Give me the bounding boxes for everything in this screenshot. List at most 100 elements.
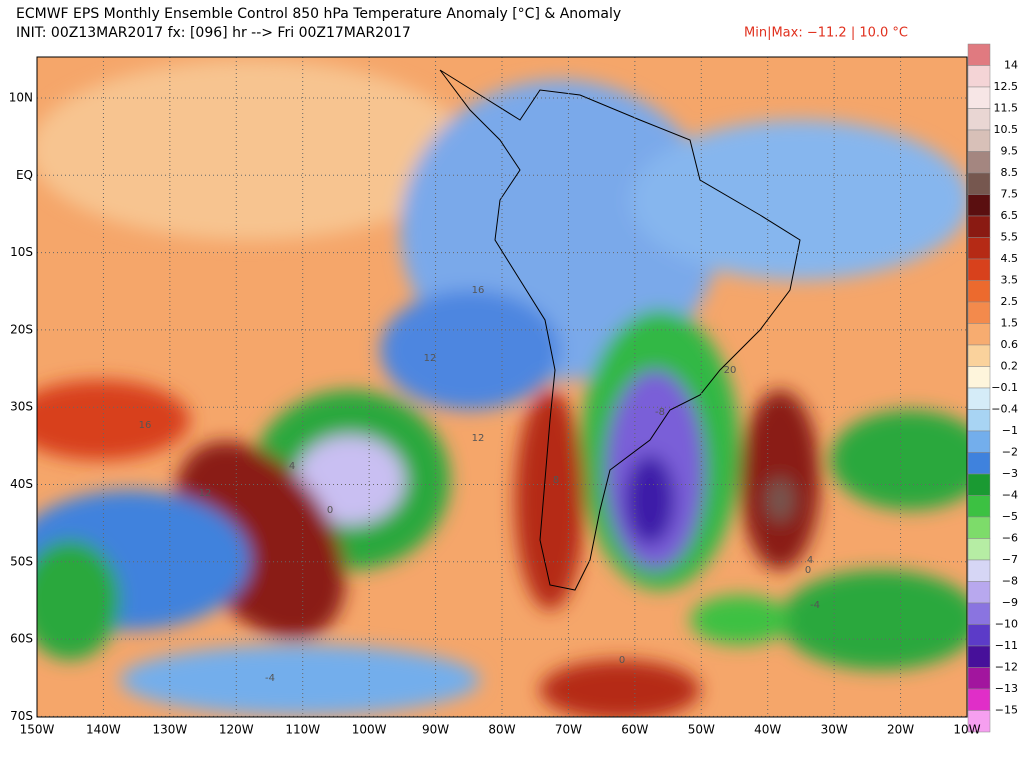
contour-label: 16 — [472, 285, 485, 296]
colorbar-swatch — [967, 215, 991, 238]
lon-label: 100W — [352, 723, 387, 737]
lon-label: 30W — [821, 723, 848, 737]
colorbar-swatch — [967, 473, 991, 496]
contour-label: 4 — [289, 461, 295, 472]
coastline — [439, 69, 801, 591]
contour-label: -4 — [265, 673, 275, 684]
colorbar-label: −9 — [1002, 596, 1018, 609]
colorbar-swatch — [967, 624, 991, 647]
colorbar-swatch — [967, 151, 991, 174]
colorbar-swatch — [967, 581, 991, 604]
colorbar-label: 5.5 — [1001, 231, 1019, 244]
contour-label: 20 — [724, 365, 737, 376]
graticule — [37, 57, 967, 717]
lat-label: 50S — [10, 554, 33, 568]
colorbar-label: 6.5 — [1001, 209, 1019, 222]
contour-label: -8 — [655, 407, 665, 418]
colorbar-label: 14 — [1004, 59, 1018, 72]
lon-label: 150W — [20, 723, 55, 737]
contour-label: 12 — [424, 353, 437, 364]
min-max: Min|Max: −11.2 | 10.0 °C — [744, 26, 908, 41]
colorbar-swatch — [967, 258, 991, 281]
colorbar-label: 1.5 — [1001, 317, 1019, 330]
colorbar-label: 0.6 — [1001, 338, 1019, 351]
colorbar-swatch — [967, 194, 991, 217]
colorbar-label: 0.2 — [1001, 360, 1019, 373]
lon-label: 70W — [555, 723, 582, 737]
lon-label: 140W — [86, 723, 121, 737]
colorbar-label: 10.5 — [994, 123, 1019, 136]
colorbar-swatch — [967, 323, 991, 346]
colorbar-label: −7 — [1002, 553, 1018, 566]
lat-label: 60S — [10, 632, 33, 646]
colorbar-label: 2.5 — [1001, 295, 1019, 308]
colorbar-swatch — [967, 301, 991, 324]
colorbar-swatch — [967, 430, 991, 453]
colorbar-label: 8.5 — [1001, 166, 1019, 179]
lon-label: 10W — [953, 723, 980, 737]
colorbar-swatch — [967, 280, 991, 303]
contour-label: 12 — [472, 433, 485, 444]
colorbar-swatch — [967, 387, 991, 410]
lon-label: 130W — [152, 723, 187, 737]
colorbar: 14 12.5 11.5 10.5 9.5 8.5 7.5 6.5 5.5 4.5 3.5 2.5 1.… — [967, 43, 1019, 733]
colorbar-label: −0.4 — [991, 403, 1018, 416]
colorbar-swatch — [967, 538, 991, 561]
colorbar-label: 3.5 — [1001, 274, 1019, 287]
lon-label: 110W — [285, 723, 320, 737]
map-frame — [36, 56, 968, 718]
lat-label: 10S — [10, 245, 33, 259]
contour-label: 0 — [327, 505, 333, 516]
lon-label: 120W — [219, 723, 254, 737]
colorbar-swatch — [967, 667, 991, 690]
colorbar-swatch — [967, 710, 991, 733]
colorbar-swatch — [967, 237, 991, 260]
colorbar-label: −1 — [1002, 424, 1018, 437]
contour-label: 0 — [619, 655, 625, 666]
colorbar-swatch — [967, 516, 991, 539]
colorbar-swatch — [967, 108, 991, 131]
colorbar-swatch — [967, 559, 991, 582]
colorbar-label: −15 — [995, 704, 1018, 717]
lon-label: 80W — [488, 723, 515, 737]
contour-label: 4 — [807, 555, 813, 566]
lat-label: 30S — [10, 400, 33, 414]
contour-label: 8 — [553, 475, 559, 486]
colorbar-label: 12.5 — [994, 80, 1019, 93]
colorbar-label: 4.5 — [1001, 252, 1019, 265]
lat-label: 20S — [10, 322, 33, 336]
lon-label: 90W — [422, 723, 449, 737]
colorbar-swatch — [967, 344, 991, 367]
colorbar-swatch — [967, 172, 991, 195]
colorbar-swatch — [967, 409, 991, 432]
map-field — [37, 57, 967, 717]
lon-label: 50W — [688, 723, 715, 737]
contour-label: -4 — [810, 600, 820, 611]
colorbar-swatch — [967, 366, 991, 389]
colorbar-label: −0.1 — [991, 381, 1018, 394]
colorbar-swatch — [967, 645, 991, 668]
lon-label: 60W — [621, 723, 648, 737]
colorbar-label: 11.5 — [994, 102, 1019, 115]
colorbar-swatch — [967, 65, 991, 88]
lon-label: 40W — [754, 723, 781, 737]
colorbar-label: −11 — [995, 639, 1018, 652]
colorbar-label: −12 — [995, 661, 1018, 674]
colorbar-swatch — [967, 129, 991, 152]
colorbar-label: 9.5 — [1001, 145, 1019, 158]
colorbar-label: −3 — [1002, 467, 1018, 480]
contour-label: 12 — [199, 488, 212, 499]
contour-label: 0 — [805, 565, 811, 576]
colorbar-label: −4 — [1002, 489, 1018, 502]
colorbar-label: −6 — [1002, 532, 1018, 545]
colorbar-swatch — [967, 602, 991, 625]
lat-label: EQ — [16, 168, 33, 182]
colorbar-swatch — [967, 43, 991, 66]
colorbar-label: −5 — [1002, 510, 1018, 523]
colorbar-swatch — [967, 688, 991, 711]
lon-label: 20W — [887, 723, 914, 737]
contour-label: 16 — [139, 420, 152, 431]
colorbar-swatch — [967, 86, 991, 109]
